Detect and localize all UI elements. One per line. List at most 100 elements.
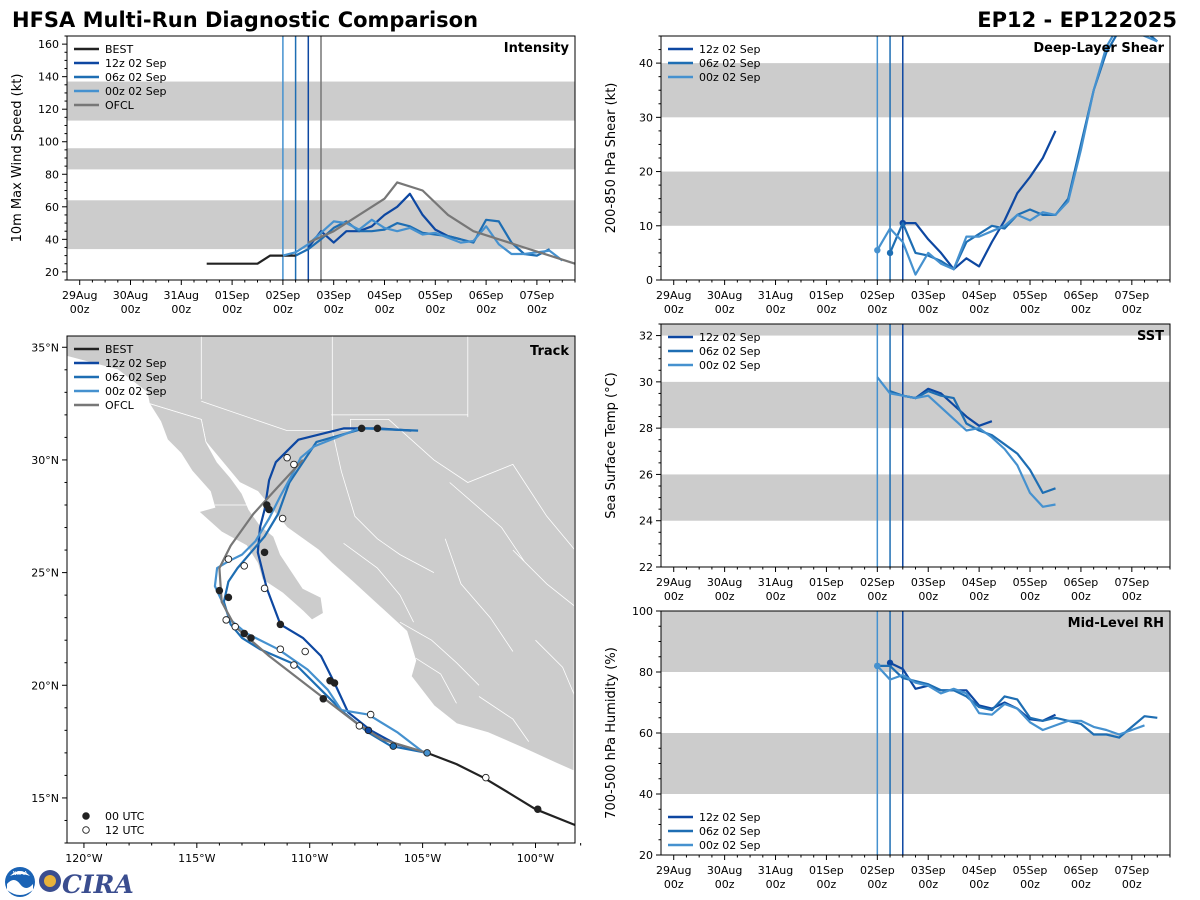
- sst-xtick-label: 31Aug: [758, 576, 793, 589]
- rh-xtick-label: 07Sep: [1114, 864, 1149, 877]
- sst-xtick-sublabel: 00z: [867, 590, 887, 603]
- rh-xtick-sublabel: 00z: [766, 878, 786, 891]
- sst-xtick-label: 02Sep: [860, 576, 895, 589]
- track-border-11: [415, 657, 457, 704]
- rh-xtick-label: 31Aug: [758, 864, 793, 877]
- shear-xtick-label: 30Aug: [707, 289, 742, 302]
- sst-xtick-sublabel: 00z: [715, 590, 735, 603]
- rh-xtick-sublabel: 00z: [969, 878, 989, 891]
- track-border-0: [201, 400, 575, 551]
- rh-xtick-sublabel: 00z: [918, 878, 938, 891]
- track-border-15: [535, 639, 575, 697]
- shear-xtick-sublabel: 00z: [1071, 303, 1091, 316]
- track-marker-12utc: [231, 622, 239, 631]
- track-marker-00utc: [224, 593, 233, 602]
- rh-xtick-sublabel: 00z: [1071, 878, 1091, 891]
- sst-xtick-label: 29Aug: [656, 576, 691, 589]
- track-xtick-label: 110°W: [291, 852, 328, 865]
- shear-ytick-label: 10: [639, 220, 653, 233]
- sst-xtick-sublabel: 00z: [1020, 590, 1040, 603]
- intensity-legend-label: OFCL: [105, 99, 135, 112]
- rh-xtick-sublabel: 00z: [1020, 878, 1040, 891]
- shear-xtick-label: 29Aug: [656, 289, 691, 302]
- track-xtick-label: 105°W: [404, 852, 441, 865]
- track-legend-label: OFCL: [105, 399, 135, 412]
- track-marker-00utc: [319, 695, 328, 703]
- track-legend-label: 06z 02 Sep: [105, 371, 167, 384]
- intensity-xtick-sublabel: 00z: [273, 303, 293, 316]
- rh-ytick-label: 80: [639, 666, 653, 679]
- intensity-series-line-best: [206, 254, 296, 265]
- intensity-series: [206, 181, 575, 265]
- rh-ytick-label: 60: [639, 727, 653, 740]
- rh-xtick-label: 05Sep: [1013, 864, 1048, 877]
- intensity-legend-label: 06z 02 Sep: [105, 71, 167, 84]
- rh-xtick-label: 29Aug: [656, 864, 691, 877]
- shear-series-start-marker-2: [874, 246, 881, 254]
- track-border-9: [444, 538, 514, 652]
- intensity-series-line-00z-02-sep: [282, 218, 563, 262]
- shear-series-start-marker-1: [886, 249, 894, 257]
- intensity-ytick-label: 140: [38, 71, 59, 84]
- track-xtick-label: 120°W: [65, 852, 102, 865]
- track-ytick-label: 35°N: [31, 341, 59, 354]
- track-marker-00utc: [373, 424, 382, 433]
- shear-xtick-sublabel: 00z: [867, 303, 887, 316]
- track-marker-legend-symbol: [82, 826, 90, 834]
- shear-xtick-sublabel: 00z: [664, 303, 684, 316]
- track-marker-legend-label: 00 UTC: [105, 810, 145, 823]
- intensity-legend-label: 00z 02 Sep: [105, 85, 167, 98]
- sst-band-1: [661, 381, 1170, 429]
- intensity-xtick-sublabel: 00z: [324, 303, 344, 316]
- sst-xtick-sublabel: 00z: [664, 590, 684, 603]
- track-marker-12utc: [301, 647, 309, 656]
- sst-legend-label: 00z 02 Sep: [699, 359, 761, 372]
- shear-xtick-sublabel: 00z: [1020, 303, 1040, 316]
- noaa-logo: NOAA: [5, 867, 35, 897]
- track-marker-12utc: [240, 562, 248, 570]
- intensity-xtick-label: 30Aug: [113, 289, 148, 302]
- shear-series-line-06z-02-sep: [888, 36, 1159, 271]
- rh-ytick-label: 100: [632, 605, 653, 618]
- rh-series-line-06z-02-sep: [877, 664, 1158, 739]
- sst-xtick-sublabel: 00z: [766, 590, 786, 603]
- sst-band-2: [661, 324, 1170, 336]
- intensity-title: Intensity: [504, 41, 570, 56]
- track-marker-00utc: [389, 742, 397, 750]
- rh-legend-label: 00z 02 Sep: [699, 839, 761, 852]
- figure-title-left: HFSA Multi-Run Diagnostic Comparison: [12, 8, 478, 32]
- intensity-legend-label: BEST: [105, 43, 133, 56]
- track-marker-12utc: [224, 555, 233, 563]
- sst-xtick-label: 30Aug: [707, 576, 742, 589]
- rh-xtick-label: 06Sep: [1064, 864, 1099, 877]
- track-marker-00utc: [215, 586, 224, 595]
- intensity-xtick-sublabel: 00z: [375, 303, 395, 316]
- intensity-xtick-sublabel: 00z: [121, 303, 141, 316]
- rh-xtick-sublabel: 00z: [867, 878, 887, 891]
- rh-xtick-label: 30Aug: [707, 864, 742, 877]
- rh-xtick-sublabel: 00z: [715, 878, 735, 891]
- sst-xtick-sublabel: 00z: [817, 590, 837, 603]
- track-marker-00utc: [263, 501, 271, 509]
- shear-series-line-12z-02-sep: [902, 130, 1057, 271]
- track-border-14: [512, 549, 575, 607]
- rh-panel: 2040608010029Aug00z30Aug00z31Aug00z01Sep…: [604, 605, 1171, 891]
- intensity-panel: 2040608010012014016029Aug00z30Aug00z31Au…: [10, 35, 576, 316]
- track-marker-00utc: [240, 629, 248, 638]
- shear-band-0: [661, 171, 1170, 226]
- sst-ytick-label: 26: [639, 468, 653, 481]
- track-border-12: [478, 696, 530, 742]
- intensity-ytick-label: 160: [38, 38, 59, 51]
- sst-xtick-sublabel: 00z: [918, 590, 938, 603]
- intensity-ytick-label: 20: [45, 266, 59, 279]
- shear-xtick-label: 04Sep: [962, 289, 997, 302]
- rh-band-0: [661, 733, 1170, 794]
- track-marker-12utc: [482, 773, 490, 782]
- intensity-ytick-label: 60: [45, 201, 59, 214]
- sst-xtick-label: 05Sep: [1013, 576, 1048, 589]
- rh-xtick-sublabel: 00z: [1122, 878, 1142, 891]
- intensity-xtick-sublabel: 00z: [222, 303, 242, 316]
- intensity-series-line-12z-02-sep: [307, 192, 461, 249]
- track-border-8: [343, 542, 414, 623]
- sst-legend-label: 06z 02 Sep: [699, 345, 761, 358]
